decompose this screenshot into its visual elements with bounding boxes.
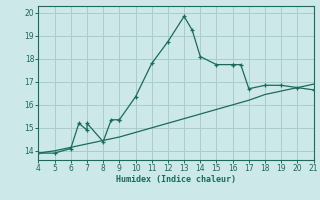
X-axis label: Humidex (Indice chaleur): Humidex (Indice chaleur)	[116, 175, 236, 184]
